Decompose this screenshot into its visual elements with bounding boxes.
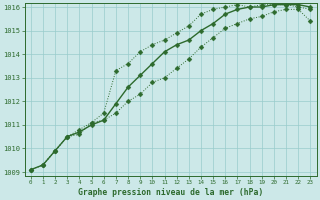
- X-axis label: Graphe pression niveau de la mer (hPa): Graphe pression niveau de la mer (hPa): [78, 188, 263, 197]
